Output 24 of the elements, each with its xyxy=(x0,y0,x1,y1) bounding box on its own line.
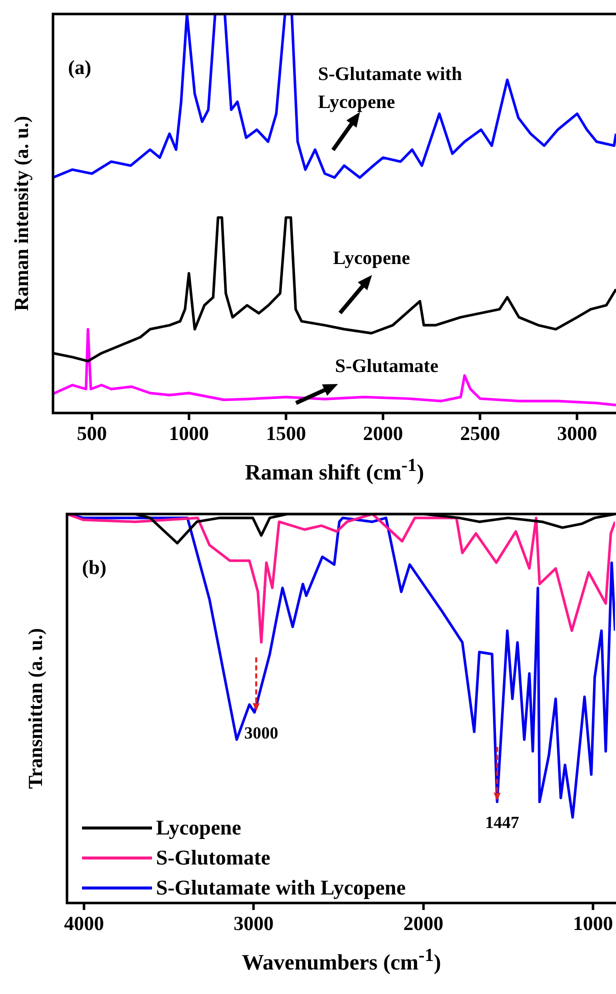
y-axis-title: Raman intensity (a. u.) xyxy=(11,116,34,312)
legend-label: S-Glutomate xyxy=(156,845,270,870)
x-tick-label: 3000 xyxy=(234,913,274,936)
annotation: (a) xyxy=(68,57,92,79)
x-tick-label: 4000 xyxy=(64,913,104,936)
annotation: 1447 xyxy=(485,812,520,832)
x-tick-label: 1500 xyxy=(266,423,306,446)
series-label: Lycopene xyxy=(333,248,410,269)
series-label: S-Glutamate with Lycopene xyxy=(318,64,463,113)
x-tick-label: 3000 xyxy=(557,423,598,446)
x-tick-label: 2000 xyxy=(403,913,444,936)
y-axis-title: Transmittan (a. u.) xyxy=(25,628,48,789)
legend-label: S-Glutamate with Lycopene xyxy=(156,875,406,900)
series-label: S-Glutamate xyxy=(335,356,438,377)
x-tick-label: 1000 xyxy=(573,913,613,936)
annotation: (b) xyxy=(82,557,106,579)
annotation: 3000 xyxy=(244,723,278,742)
x-tick-label: 2000 xyxy=(363,423,404,446)
x-axis-title: Wavenumbers (cm$^{-1}$) xyxy=(240,944,442,976)
x-tick-label: 500 xyxy=(76,423,107,446)
legend-label: Lycopene xyxy=(156,815,242,840)
x-axis-title: Raman shift (cm$^{-1}$) xyxy=(244,454,426,486)
x-tick-label: 2500 xyxy=(460,423,500,446)
x-tick-label: 1000 xyxy=(168,423,209,446)
